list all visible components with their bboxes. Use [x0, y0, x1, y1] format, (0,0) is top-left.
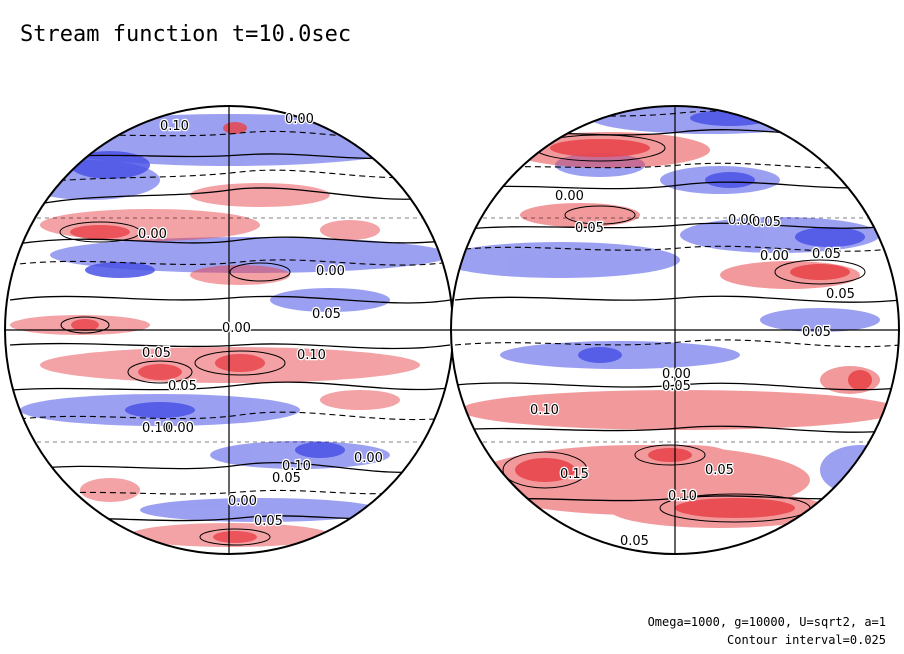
- contour-label: 0.00: [222, 321, 251, 336]
- contour-label: 0.10: [668, 489, 697, 504]
- contour-interval-note: Contour interval=0.025: [727, 633, 886, 647]
- left-hemisphere: 0.10 0.00 0.00 0.00 0.05 0.00 0.05 0.10 …: [4, 105, 454, 555]
- plot-title: Stream function t=10.0sec: [20, 22, 352, 47]
- contour-label: 0.00: [316, 264, 345, 279]
- contour-label: 0.05: [142, 346, 171, 361]
- contour-label: 0.05: [575, 221, 604, 236]
- contour-label: 0.15: [560, 467, 589, 482]
- contour-label: 0.10: [530, 403, 559, 418]
- parameters-note: Omega=1000, g=10000, U=sqrt2, a=1: [647, 615, 886, 629]
- right-hemisphere-outline: [450, 105, 900, 555]
- contour-label: 0.00: [165, 421, 194, 436]
- contour-label: 0.05: [662, 379, 691, 394]
- contour-label: 0.10: [282, 459, 311, 474]
- contour-label: 0.00: [555, 189, 584, 204]
- left-contour-labels: 0.10 0.00 0.00 0.00 0.05 0.00 0.05 0.10 …: [137, 111, 384, 531]
- contour-label: 0.05: [168, 379, 197, 394]
- contour-label: 0.05: [312, 307, 341, 322]
- right-hemisphere: 0.00 0.05 0.00 0.05 0.05 0.00 0.05 0.05 …: [450, 105, 900, 555]
- contour-label: 0.05: [752, 215, 781, 230]
- contour-label: 0.10: [142, 421, 171, 436]
- contour-label: 0.05: [705, 463, 734, 478]
- contour-label: 0.05: [272, 471, 301, 486]
- contour-label: 0.00: [760, 249, 789, 264]
- contour-label: 0.05: [812, 247, 841, 262]
- contour-label: 0.00: [354, 451, 383, 466]
- contour-label: 0.05: [620, 534, 649, 549]
- contour-label: 0.00: [228, 494, 257, 509]
- contour-label: 0.10: [160, 119, 189, 134]
- contour-label: 0.05: [254, 514, 283, 529]
- contour-label: 0.10: [297, 348, 326, 363]
- contour-label: 0.05: [802, 325, 831, 340]
- contour-label: 0.00: [285, 112, 314, 127]
- contour-label: 0.05: [826, 287, 855, 302]
- right-contour-labels: 0.00 0.05 0.00 0.05 0.05 0.00 0.05 0.05 …: [529, 188, 856, 551]
- contour-label: 0.00: [138, 227, 167, 242]
- contour-label: 0.00: [662, 367, 691, 382]
- contour-label: 0.00: [728, 213, 757, 228]
